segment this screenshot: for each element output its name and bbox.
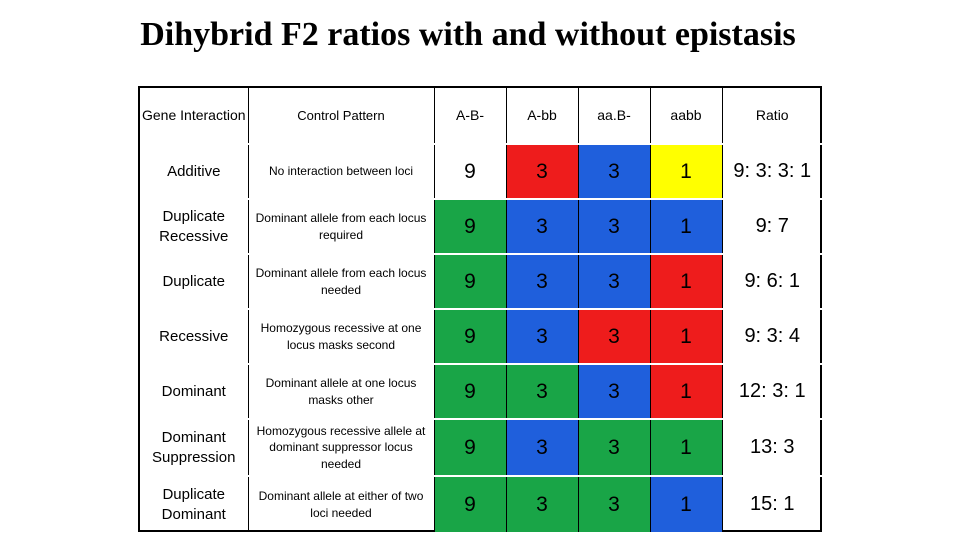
table-row: Duplicate Recessive Dominant allele from… bbox=[140, 199, 822, 255]
header-control-pattern: Control Pattern bbox=[247, 88, 434, 145]
control-pattern-cell: Homozygous recessive at one locus masks … bbox=[247, 309, 434, 365]
gene-interaction-cell: Dominant bbox=[140, 364, 248, 420]
gene-interaction-cell: Dominant Suppression bbox=[140, 419, 248, 477]
header-ratio: Ratio bbox=[721, 88, 822, 145]
header-aabb: aabb bbox=[649, 88, 722, 145]
control-pattern-cell: Homozygous recessive allele at dominant … bbox=[247, 419, 434, 477]
header-a-bb: A-bb bbox=[505, 88, 578, 145]
abb-cell: 3 bbox=[505, 199, 578, 255]
aabb-cell: 1 bbox=[649, 254, 722, 310]
ratio-cell: 15: 1 bbox=[721, 476, 822, 532]
aab-cell: 3 bbox=[577, 199, 650, 255]
table-row: Duplicate Dominant Dominant allele at ei… bbox=[140, 476, 822, 532]
ratio-cell: 9: 7 bbox=[721, 199, 822, 255]
aab-cell: 3 bbox=[577, 476, 650, 532]
ab-cell: 9 bbox=[433, 144, 506, 200]
aabb-cell: 1 bbox=[649, 309, 722, 365]
page-title: Dihybrid F2 ratios with and without epis… bbox=[140, 16, 796, 53]
control-pattern-cell: Dominant allele from each locus required bbox=[247, 199, 434, 255]
aab-cell: 3 bbox=[577, 144, 650, 200]
ratio-cell: 9: 6: 1 bbox=[721, 254, 822, 310]
ab-cell: 9 bbox=[433, 419, 506, 477]
abb-cell: 3 bbox=[505, 419, 578, 477]
header-a-b-: A-B- bbox=[433, 88, 506, 145]
header-gene-interaction: Gene Interaction bbox=[140, 88, 248, 145]
aabb-cell: 1 bbox=[649, 419, 722, 477]
table-row: Dominant Suppression Homozygous recessiv… bbox=[140, 419, 822, 477]
ratio-cell: 9: 3: 3: 1 bbox=[721, 144, 822, 200]
ratio-cell: 12: 3: 1 bbox=[721, 364, 822, 420]
aabb-cell: 1 bbox=[649, 476, 722, 532]
ab-cell: 9 bbox=[433, 476, 506, 532]
ab-cell: 9 bbox=[433, 364, 506, 420]
aab-cell: 3 bbox=[577, 364, 650, 420]
gene-interaction-cell: Duplicate Dominant bbox=[161, 486, 226, 523]
table-row: Additive No interaction between loci 9 3… bbox=[140, 144, 822, 200]
aabb-cell: 1 bbox=[649, 364, 722, 420]
ab-cell: 9 bbox=[433, 254, 506, 310]
header-aa-b-: aa.B- bbox=[577, 88, 650, 145]
abb-cell: 3 bbox=[505, 309, 578, 365]
table-row: Recessive Homozygous recessive at one lo… bbox=[140, 309, 822, 365]
ratio-cell: 9: 3: 4 bbox=[721, 309, 822, 365]
control-pattern-cell: Dominant allele at either of two loci ne… bbox=[247, 476, 434, 532]
ratio-cell: 13: 3 bbox=[721, 419, 822, 477]
gene-interaction-cell: Duplicate bbox=[140, 254, 248, 310]
ratio-table: Gene Interaction Control Pattern A-B- A-… bbox=[138, 86, 822, 532]
aabb-cell: 1 bbox=[649, 199, 722, 255]
ab-cell: 9 bbox=[433, 199, 506, 255]
abb-cell: 3 bbox=[505, 476, 578, 532]
ab-cell: 9 bbox=[433, 309, 506, 365]
gene-interaction-cell: Additive bbox=[140, 144, 248, 200]
abb-cell: 3 bbox=[505, 364, 578, 420]
aab-cell: 3 bbox=[577, 309, 650, 365]
table-row: Dominant Dominant allele at one locus ma… bbox=[140, 364, 822, 420]
gene-interaction-cell: Duplicate Recessive bbox=[140, 199, 248, 255]
aab-cell: 3 bbox=[577, 254, 650, 310]
abb-cell: 3 bbox=[505, 144, 578, 200]
control-pattern-cell: Dominant allele from each locus needed bbox=[247, 254, 434, 310]
table-header-row: Gene Interaction Control Pattern A-B- A-… bbox=[140, 88, 822, 145]
control-pattern-cell: No interaction between loci bbox=[247, 144, 434, 200]
table-row: Duplicate Dominant allele from each locu… bbox=[140, 254, 822, 310]
control-pattern-cell: Dominant allele at one locus masks other bbox=[247, 364, 434, 420]
abb-cell: 3 bbox=[505, 254, 578, 310]
aab-cell: 3 bbox=[577, 419, 650, 477]
aabb-cell: 1 bbox=[649, 144, 722, 200]
gene-interaction-cell: Recessive bbox=[140, 309, 248, 365]
